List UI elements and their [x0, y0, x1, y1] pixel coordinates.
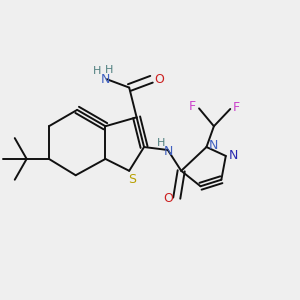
Text: N: N [164, 145, 173, 158]
Text: F: F [189, 100, 196, 113]
Text: O: O [163, 192, 173, 205]
Text: H: H [105, 65, 113, 75]
Text: N: N [229, 149, 238, 162]
Text: F: F [233, 101, 240, 114]
Text: S: S [128, 172, 136, 186]
Text: N: N [209, 139, 219, 152]
Text: H: H [93, 66, 102, 76]
Text: H: H [157, 139, 166, 148]
Text: O: O [154, 73, 164, 86]
Text: N: N [101, 73, 110, 86]
